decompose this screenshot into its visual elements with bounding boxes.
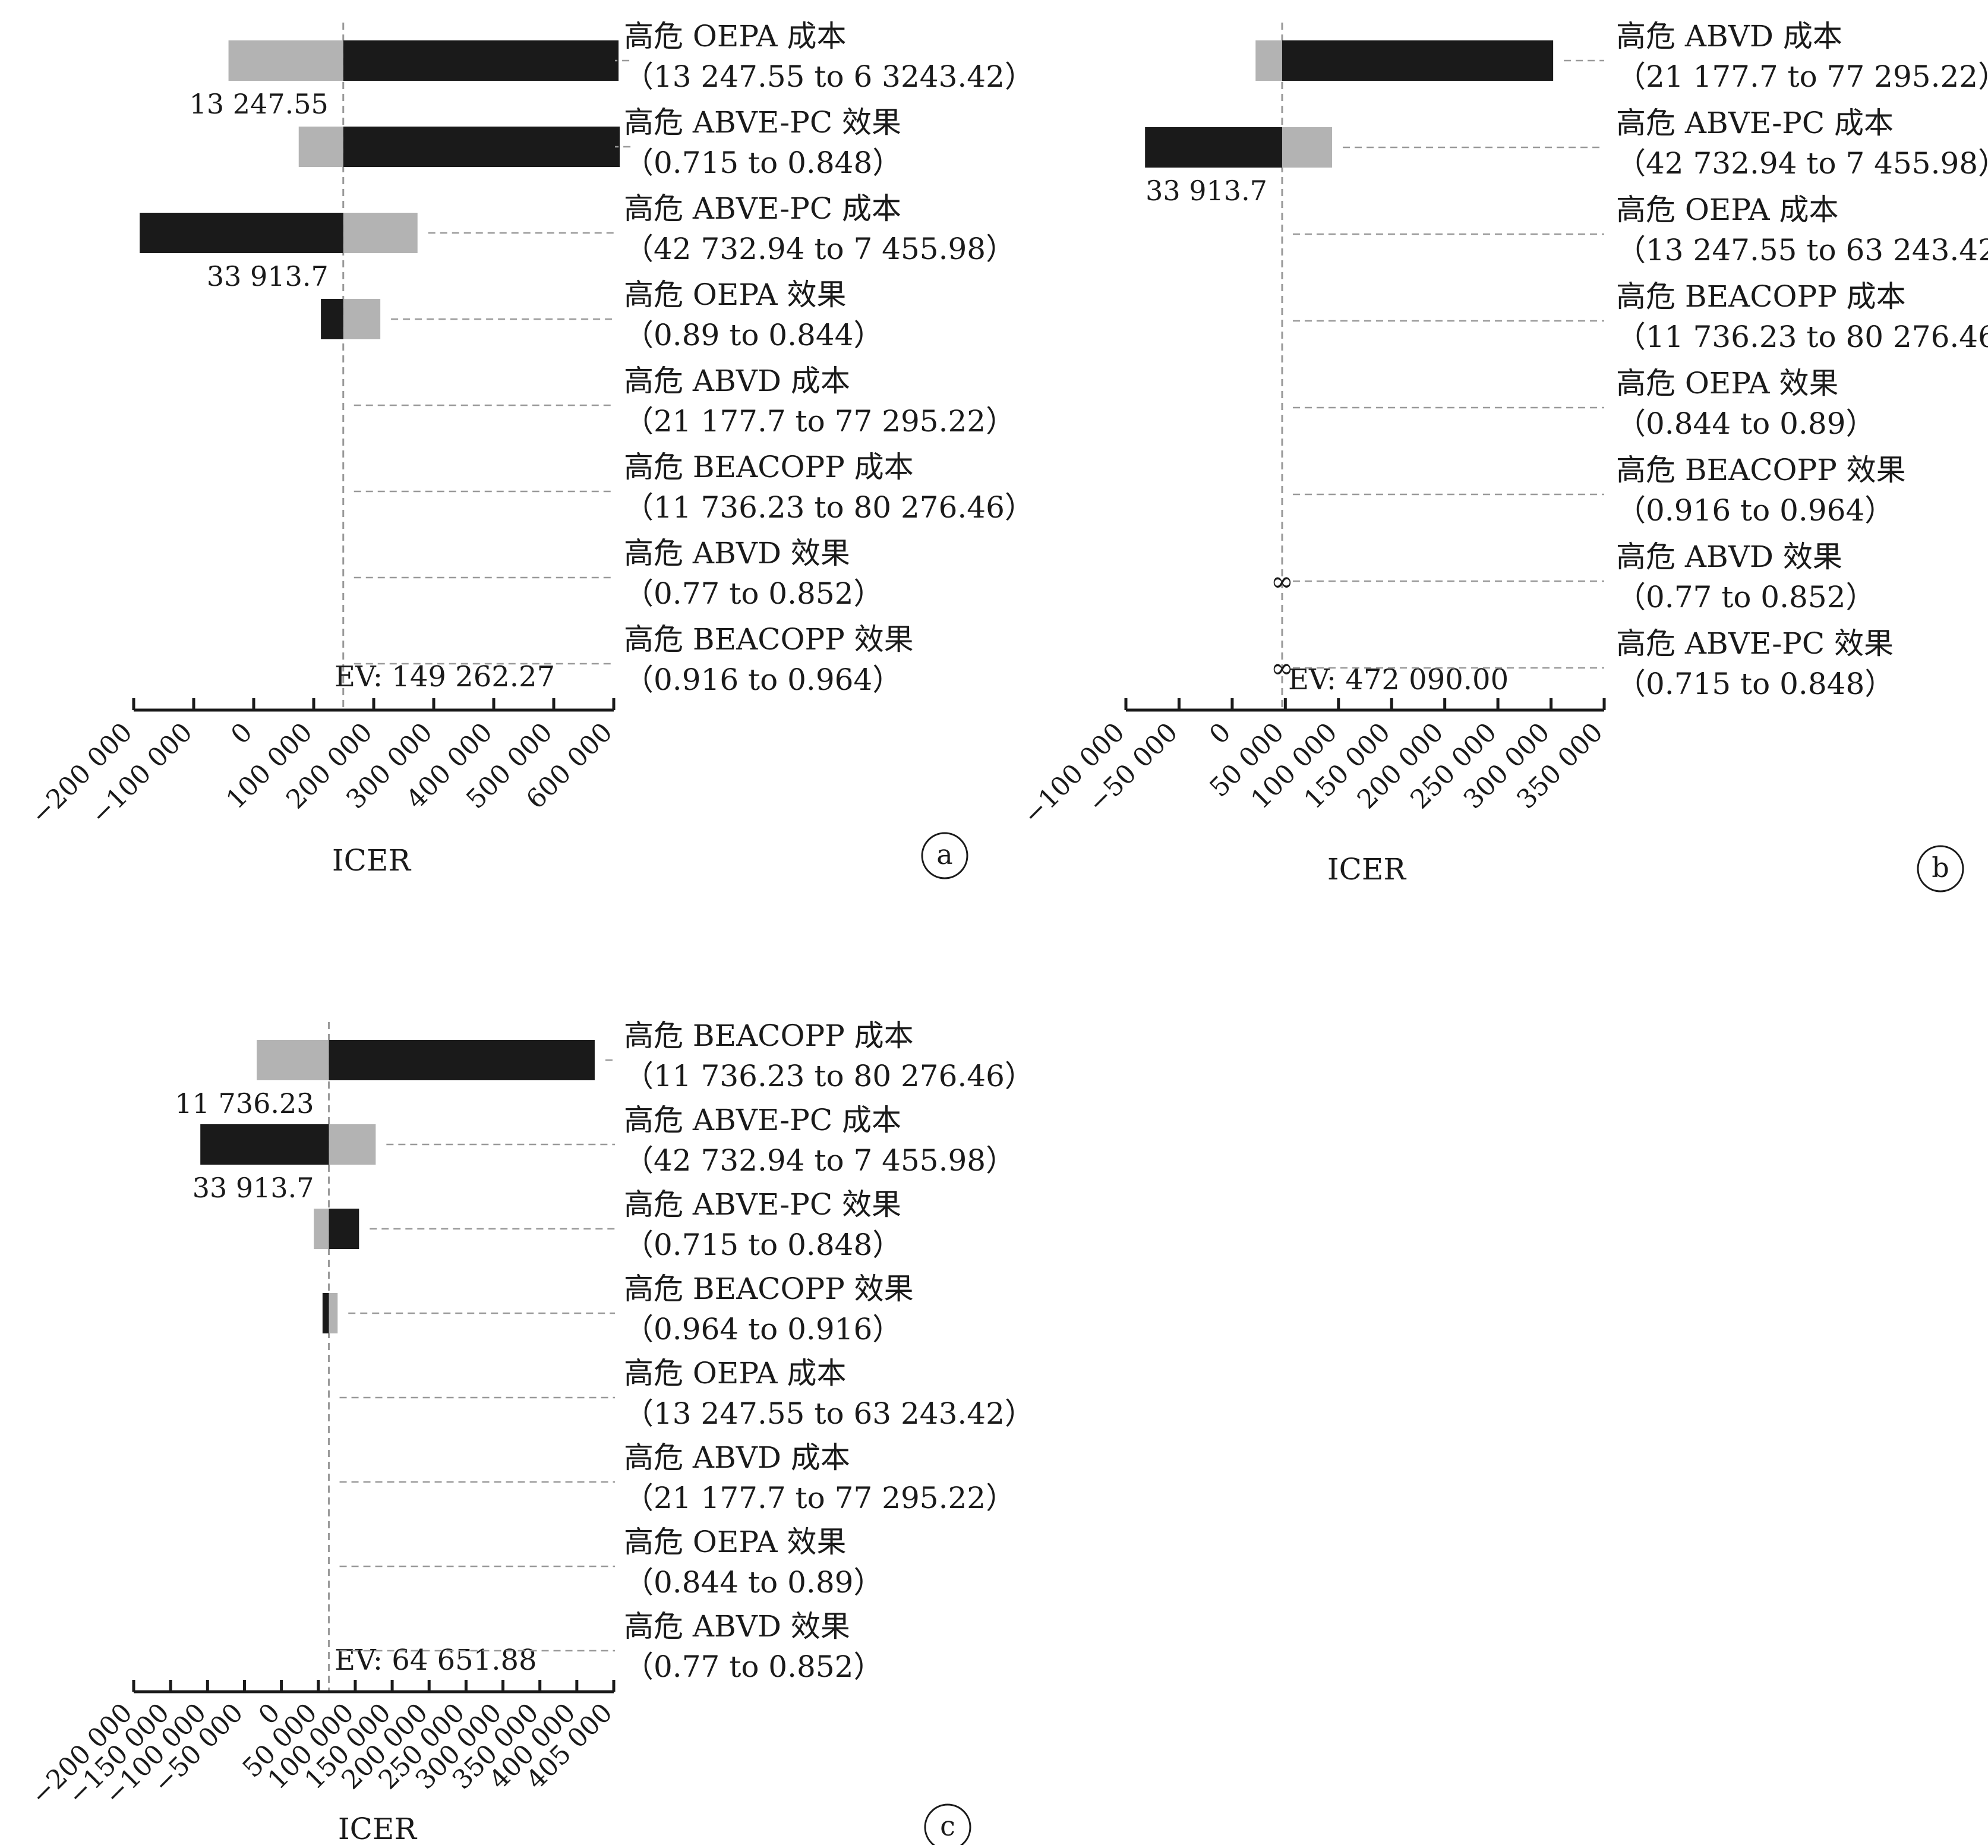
chart-b-bar-label: 高危 BEACOPP 成本 bbox=[1616, 279, 1906, 314]
chart-a-bar-dark bbox=[321, 299, 343, 339]
chart-b-bar-range-label: （11 736.23 to 80 276.46） bbox=[1616, 320, 1988, 354]
chart-b-bar-range-label: （42 732.94 to 7 455.98） bbox=[1616, 146, 1988, 181]
chart-b-bar-range-label: （0.844 to 0.89） bbox=[1616, 406, 1875, 441]
chart-b-bar-range-label: （0.715 to 0.848） bbox=[1616, 667, 1894, 701]
chart-c-bar-light bbox=[329, 1293, 338, 1333]
chart-a-bar-light bbox=[298, 127, 343, 167]
chart-a-x-label: ICER bbox=[332, 843, 412, 878]
chart-b-infinity-marker: ∞ bbox=[1271, 652, 1293, 684]
chart-c-bar-label: 高危 BEACOPP 效果 bbox=[624, 1272, 914, 1306]
chart-b-bar-dark bbox=[1145, 127, 1282, 168]
chart-c-value-label: 33 913.7 bbox=[193, 1172, 314, 1204]
chart-c-bar-range-label: （0.964 to 0.916） bbox=[624, 1312, 902, 1346]
chart-b-panel-label: b bbox=[1932, 852, 1949, 884]
chart-a-bar-range-label: （21 177.7 to 77 295.22） bbox=[624, 404, 1015, 439]
chart-a-bar-range-label: （0.89 to 0.844） bbox=[624, 318, 883, 352]
chart-a-ev-label: EV: 149 262.27 bbox=[335, 660, 555, 693]
chart-a-bar-label: 高危 ABVE-PC 成本 bbox=[624, 191, 901, 226]
chart-c-bar-range-label: （0.77 to 0.852） bbox=[624, 1650, 883, 1684]
chart-b-bar-range-label: （21 177.7 to 77 295.22） bbox=[1616, 59, 1988, 94]
chart-b-bar-label: 高危 OEPA 效果 bbox=[1616, 366, 1838, 400]
chart-b-bar-label: 高危 ABVE-PC 成本 bbox=[1616, 106, 1894, 140]
chart-a-bar-label: 高危 BEACOPP 成本 bbox=[624, 450, 914, 484]
chart-c-bar-label: 高危 OEPA 效果 bbox=[624, 1525, 846, 1559]
chart-a-bar-light bbox=[228, 40, 343, 81]
chart-c-bar-light bbox=[257, 1040, 329, 1080]
chart-b-bar-range-label: （0.916 to 0.964） bbox=[1616, 493, 1894, 528]
chart-a-bar-label: 高危 ABVD 成本 bbox=[624, 364, 850, 398]
chart-b-bar-light bbox=[1255, 40, 1282, 81]
chart-c-bar-label: 高危 ABVE-PC 效果 bbox=[624, 1187, 901, 1222]
chart-a-tick-label: 0 bbox=[225, 717, 258, 750]
chart-a-panel-label: a bbox=[936, 838, 952, 871]
chart-a-bar-label: 高危 OEPA 成本 bbox=[624, 19, 846, 53]
chart-a-bar-range-label: （42 732.94 to 7 455.98） bbox=[624, 232, 1015, 266]
chart-b-panel-circle bbox=[1917, 845, 1964, 893]
chart-c-bar-range-label: （0.844 to 0.89） bbox=[624, 1565, 883, 1600]
chart-a-bar-label: 高危 BEACOPP 效果 bbox=[624, 622, 914, 657]
chart-b-bar-dark bbox=[1282, 40, 1554, 81]
chart-a-bar-label: 高危 ABVD 效果 bbox=[624, 536, 850, 570]
chart-a-bar-dark bbox=[140, 213, 343, 253]
chart-c-ev-label: EV: 64 651.88 bbox=[335, 1644, 537, 1677]
chart-b-value-label: 33 913.7 bbox=[1146, 175, 1267, 207]
chart-a-bar-range-label: （13 247.55 to 6 3243.42） bbox=[624, 59, 1034, 94]
chart-a-bar-dark bbox=[343, 40, 619, 81]
chart-a-bar-light bbox=[343, 213, 418, 253]
chart-c-bar-label: 高危 ABVE-PC 成本 bbox=[624, 1103, 901, 1137]
chart-c-value-label: 11 736.23 bbox=[175, 1087, 314, 1119]
chart-c-bar-dark bbox=[329, 1209, 359, 1249]
chart-a-value-label: 33 913.7 bbox=[207, 260, 329, 292]
chart-c-bar-label: 高危 ABVD 效果 bbox=[624, 1609, 850, 1644]
chart-c-bar-range-label: （42 732.94 to 7 455.98） bbox=[624, 1143, 1015, 1178]
chart-c-bar-label: 高危 BEACOPP 成本 bbox=[624, 1018, 914, 1053]
chart-a-panel-circle bbox=[921, 832, 968, 879]
chart-b-bar-label: 高危 OEPA 成本 bbox=[1616, 193, 1838, 227]
chart-a-bar-range-label: （0.916 to 0.964） bbox=[624, 663, 902, 697]
chart-a-bar-light bbox=[343, 299, 381, 339]
chart-c-bar-dark bbox=[322, 1293, 329, 1333]
chart-b-bar-label: 高危 BEACOPP 效果 bbox=[1616, 453, 1906, 487]
chart-c-bar-dark bbox=[329, 1040, 595, 1080]
chart-b-ev-label: EV: 472 090.00 bbox=[1288, 663, 1509, 696]
chart-b-x-label: ICER bbox=[1327, 852, 1407, 887]
chart-c-bar-dark bbox=[200, 1124, 329, 1165]
chart-a-value-label: 13 247.55 bbox=[190, 88, 329, 120]
chart-a-bar-range-label: （0.715 to 0.848） bbox=[624, 146, 902, 180]
chart-c-bar-range-label: （21 177.7 to 77 295.22） bbox=[624, 1481, 1015, 1515]
chart-b-bar-light bbox=[1282, 127, 1333, 168]
chart-c-bar-light bbox=[329, 1124, 376, 1165]
chart-c-bar-range-label: （11 736.23 to 80 276.46） bbox=[624, 1059, 1034, 1093]
chart-b-bar-range-label: （13 247.55 to 63 243.42） bbox=[1616, 233, 1988, 267]
chart-a-bar-range-label: （11 736.23 to 80 276.46） bbox=[624, 490, 1034, 525]
chart-c-bar-range-label: （0.715 to 0.848） bbox=[624, 1228, 902, 1262]
chart-a-bar-dark bbox=[343, 127, 620, 167]
chart-b-bar-label: 高危 ABVD 效果 bbox=[1616, 540, 1842, 574]
chart-c-bar-label: 高危 ABVD 成本 bbox=[624, 1440, 850, 1475]
chart-c-x-label: ICER bbox=[338, 1812, 418, 1845]
chart-c-bar-label: 高危 OEPA 成本 bbox=[624, 1356, 846, 1390]
chart-b-tick-label: 0 bbox=[1204, 717, 1237, 750]
chart-b-infinity-marker: ∞ bbox=[1271, 565, 1293, 597]
chart-c-panel-label: c bbox=[940, 1810, 955, 1842]
chart-c-bar-range-label: （13 247.55 to 63 243.42） bbox=[624, 1396, 1034, 1431]
chart-b-bar-range-label: （0.77 to 0.852） bbox=[1616, 580, 1875, 614]
chart-b-bar-label: 高危 ABVE-PC 效果 bbox=[1616, 626, 1894, 661]
chart-a-bar-label: 高危 OEPA 效果 bbox=[624, 277, 846, 312]
chart-c-bar-light bbox=[314, 1209, 329, 1249]
chart-a-bar-range-label: （0.77 to 0.852） bbox=[624, 576, 883, 611]
chart-b-bar-label: 高危 ABVD 成本 bbox=[1616, 19, 1842, 53]
chart-c-panel-circle bbox=[924, 1803, 971, 1848]
chart-a-bar-label: 高危 ABVE-PC 效果 bbox=[624, 105, 901, 140]
